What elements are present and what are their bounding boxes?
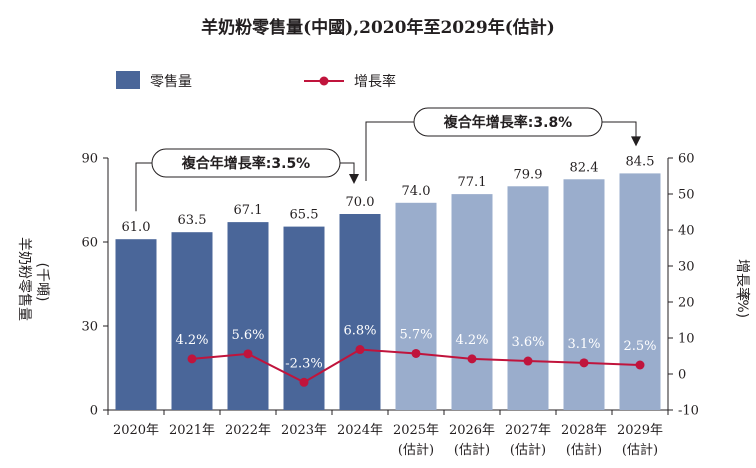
y-tick-label: 30	[81, 320, 98, 335]
y2-tick-label: 0	[678, 368, 686, 383]
bar	[115, 239, 157, 410]
cagr-connector	[602, 121, 637, 144]
y-tick-label: 0	[90, 404, 98, 419]
y2-tick-label: 40	[678, 224, 695, 239]
growth-point	[579, 358, 589, 368]
y2-tick-label: -10	[678, 404, 699, 419]
growth-point	[187, 354, 197, 364]
x-tick-label: 2023年	[281, 423, 327, 438]
growth-value-label: 4.2%	[455, 333, 488, 348]
growth-value-label: 6.8%	[343, 324, 376, 339]
bar-value-label: 65.5	[290, 208, 319, 223]
cagr-pill	[413, 107, 603, 137]
bar-value-label: 79.9	[514, 167, 543, 182]
bar-value-label: 67.1	[234, 203, 263, 218]
growth-value-label: 3.6%	[511, 335, 544, 350]
cagr-label: 複合年增長率:3.8%	[443, 114, 572, 131]
cagr-annotations: 複合年增長率:3.5% 複合年增長率:3.8%	[135, 107, 641, 212]
y2-tick-label: 50	[678, 188, 695, 203]
growth-point	[523, 356, 533, 366]
x-tick-estimate-label: (估計)	[398, 442, 434, 458]
growth-value-label: 4.2%	[175, 333, 208, 348]
growth-point	[299, 377, 309, 387]
legend-label-bar: 零售量	[150, 74, 192, 90]
growth-point	[243, 349, 253, 359]
y-axis-unit: (千噸)	[34, 263, 50, 302]
chart-title: 羊奶粉零售量(中國),2020年至2029年(估計)	[201, 17, 555, 38]
bar-value-label: 74.0	[402, 184, 431, 199]
growth-point	[411, 348, 421, 358]
growth-value-label: 3.1%	[567, 337, 600, 352]
growth-value-label: 5.7%	[399, 327, 432, 342]
x-tick-estimate-label: (估計)	[566, 442, 602, 458]
cagr-label: 複合年增長率:3.5%	[181, 155, 310, 172]
cagr-connector	[365, 121, 414, 181]
x-tick-estimate-label: (估計)	[454, 442, 490, 458]
growth-line: 4.2% 5.6% -2.3% 6.8% 5.7% 4.2% 3.6% 3.1% 2.5%	[175, 324, 657, 387]
growth-value-label: 2.5%	[623, 339, 656, 354]
bar-value-label: 84.5	[626, 154, 655, 169]
legend-swatch-marker	[319, 76, 329, 86]
bar	[451, 194, 493, 410]
x-tick-label: 2021年	[169, 423, 215, 438]
y2-axis-title: 增長率	[734, 259, 751, 301]
x-tick-label: 2029年	[617, 423, 663, 438]
x-tick-estimate-label: (估計)	[510, 442, 546, 458]
growth-point	[635, 360, 645, 370]
y2-tick-label: 20	[678, 296, 695, 311]
growth-point	[467, 354, 477, 364]
bar	[563, 179, 605, 410]
bar-value-label: 77.1	[458, 175, 487, 190]
y-tick-label: 90	[81, 152, 98, 167]
y2-tick-label: 10	[678, 332, 695, 347]
bars	[115, 173, 661, 410]
x-tick-estimate-label: (估計)	[622, 442, 658, 458]
growth-point	[355, 345, 365, 355]
cagr-arrowhead	[349, 174, 359, 184]
x-tick-label: 2028年	[561, 423, 607, 438]
bar-labels: 61.0 63.5 67.1 65.5 70.0 74.0 77.1 79.9 82.4 84.5	[122, 154, 655, 235]
x-tick-label: 2026年	[449, 423, 495, 438]
bar	[171, 232, 213, 410]
bar-value-label: 70.0	[346, 195, 375, 210]
bar	[619, 173, 661, 410]
bar-value-label: 82.4	[570, 160, 599, 175]
bar	[339, 214, 381, 410]
x-tick-label: 2022年	[225, 423, 271, 438]
bar-value-label: 61.0	[122, 220, 151, 235]
x-tick-label: 2027年	[505, 423, 551, 438]
growth-value-label: -2.3%	[285, 356, 322, 371]
y-tick-label: 60	[81, 236, 98, 251]
legend-label-line: 增長率	[354, 73, 396, 90]
bar-value-label: 63.5	[178, 213, 207, 228]
y2-tick-label: 30	[678, 260, 695, 275]
growth-value-label: 5.6%	[231, 328, 264, 343]
y2-tick-label: 60	[678, 152, 695, 167]
bar	[227, 222, 269, 410]
y2-axis-unit: (%)	[734, 294, 750, 318]
cagr-connector	[135, 162, 152, 212]
bar	[395, 202, 437, 410]
x-tick-label: 2024年	[337, 423, 383, 438]
y-axis-title: 羊奶粉零售量	[16, 237, 32, 321]
cagr-arrowhead	[631, 136, 641, 147]
category-labels: 2020年 2021年 2022年 2023年 2024年 2025年 (估計) 2026年 (…	[113, 423, 663, 458]
x-tick-label: 2025年	[393, 423, 439, 438]
x-tick-label: 2020年	[113, 423, 159, 438]
cagr-pill	[151, 148, 341, 178]
legend-swatch-bar	[116, 71, 140, 89]
bar	[507, 186, 549, 410]
